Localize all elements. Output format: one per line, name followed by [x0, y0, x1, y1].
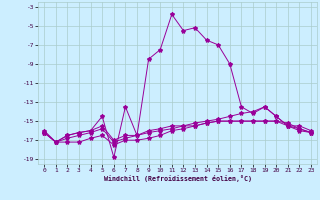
- X-axis label: Windchill (Refroidissement éolien,°C): Windchill (Refroidissement éolien,°C): [104, 175, 252, 182]
